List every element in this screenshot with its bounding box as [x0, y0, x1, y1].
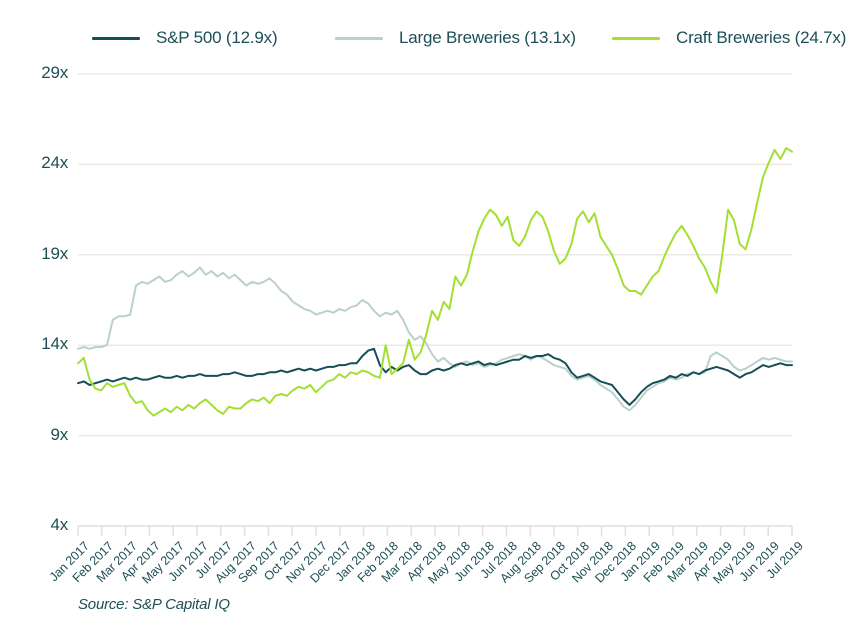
source-note: Source: S&P Capital IQ: [78, 596, 230, 613]
y-axis-label: 9x: [50, 424, 68, 444]
series-line-2: [77, 147, 793, 417]
chart-legend: S&P 500 (12.9x) Large Breweries (13.1x) …: [0, 26, 859, 50]
series-line-0: [77, 347, 793, 406]
sp500-line-swatch: [92, 36, 140, 40]
y-axis-label: 4x: [50, 515, 68, 534]
legend-label-craft-breweries: Craft Breweries (24.7x): [676, 28, 847, 47]
y-axis-label: 19x: [41, 243, 68, 263]
y-axis: 29x 24x 19x 14x 9x 4x: [0, 0, 68, 642]
y-axis-label: 29x: [41, 63, 68, 82]
legend-label-large-breweries: Large Breweries (13.1x): [399, 28, 576, 47]
large-breweries-line-swatch: [335, 36, 383, 40]
legend-label-sp500: S&P 500 (12.9x): [156, 28, 278, 47]
y-axis-label: 14x: [41, 334, 68, 354]
legend-item-large-breweries: Large Breweries (13.1x): [335, 26, 576, 50]
legend-item-sp500: S&P 500 (12.9x): [92, 26, 278, 50]
craft-breweries-line-swatch: [612, 36, 660, 40]
y-axis-label: 24x: [41, 153, 68, 173]
legend-item-craft-breweries: Craft Breweries (24.7x): [612, 26, 846, 50]
series-line-1: [77, 266, 793, 412]
